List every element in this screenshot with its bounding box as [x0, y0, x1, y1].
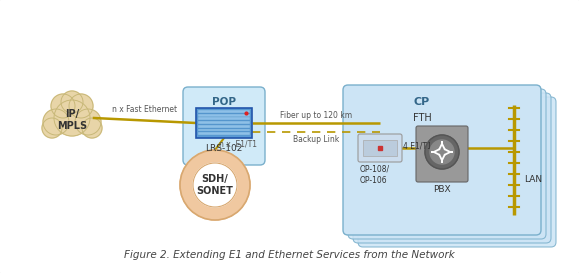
FancyBboxPatch shape [196, 108, 252, 138]
Text: Figure 2. Extending E1 and Ethernet Services from the Network: Figure 2. Extending E1 and Ethernet Serv… [124, 250, 455, 260]
Text: LAN: LAN [524, 176, 542, 185]
FancyBboxPatch shape [183, 87, 265, 165]
Text: PBX: PBX [433, 185, 451, 194]
Text: n x Fast Ethernet: n x Fast Ethernet [112, 105, 178, 114]
Circle shape [61, 91, 83, 113]
FancyBboxPatch shape [363, 140, 397, 156]
Circle shape [42, 118, 62, 138]
FancyBboxPatch shape [358, 97, 556, 247]
Text: n x  E1/T1: n x E1/T1 [219, 140, 257, 149]
FancyBboxPatch shape [198, 129, 250, 132]
Text: Backup Link: Backup Link [293, 135, 339, 144]
FancyBboxPatch shape [416, 126, 468, 182]
Text: CP: CP [414, 97, 430, 107]
Circle shape [193, 163, 237, 207]
Circle shape [75, 109, 101, 135]
Text: LRS-102: LRS-102 [206, 144, 243, 153]
Circle shape [69, 94, 93, 118]
Text: FTH: FTH [413, 113, 431, 123]
Circle shape [425, 135, 459, 169]
FancyBboxPatch shape [348, 89, 546, 239]
FancyBboxPatch shape [198, 110, 250, 113]
FancyBboxPatch shape [343, 85, 541, 235]
FancyBboxPatch shape [198, 121, 250, 124]
Text: IP/
MPLS: IP/ MPLS [57, 109, 87, 131]
FancyBboxPatch shape [353, 93, 551, 243]
Text: POP: POP [212, 97, 236, 107]
Text: OP-108/
OP-106: OP-108/ OP-106 [360, 165, 390, 185]
Text: Fiber up to 120 km: Fiber up to 120 km [280, 111, 352, 120]
Circle shape [82, 118, 102, 138]
FancyBboxPatch shape [358, 134, 402, 162]
FancyBboxPatch shape [198, 132, 250, 135]
Circle shape [51, 94, 75, 118]
FancyBboxPatch shape [198, 125, 250, 128]
Text: SDH/
SONET: SDH/ SONET [196, 174, 233, 196]
FancyBboxPatch shape [198, 114, 250, 117]
Circle shape [180, 150, 250, 220]
Circle shape [43, 109, 69, 135]
Circle shape [54, 100, 90, 136]
FancyBboxPatch shape [198, 117, 250, 120]
Circle shape [430, 140, 454, 164]
Text: 4 E1/T1: 4 E1/T1 [403, 141, 432, 150]
